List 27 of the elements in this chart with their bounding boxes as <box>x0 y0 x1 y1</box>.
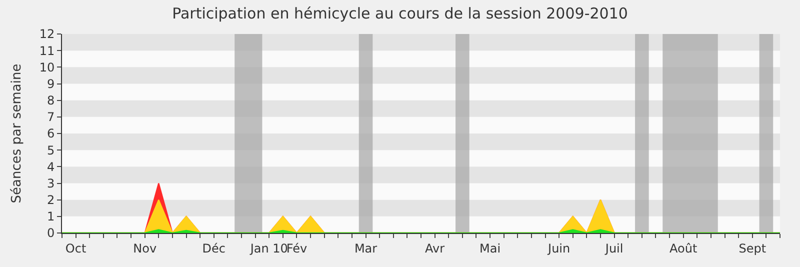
y-tick-label: 4 <box>46 160 55 174</box>
y-tick-label: 8 <box>46 94 55 108</box>
x-tick-label: Oct <box>65 241 86 256</box>
y-tick-label: 7 <box>46 110 55 124</box>
y-tick-label: 3 <box>46 176 55 190</box>
x-tick-label: Avr <box>425 241 445 256</box>
x-tick-label: Mai <box>480 241 501 256</box>
y-tick-label: 12 <box>39 27 55 42</box>
x-tick-label: Juin <box>547 241 570 256</box>
y-tick-label: 5 <box>46 143 55 158</box>
y-axis-title: Séances par semaine <box>9 64 24 204</box>
y-tick-label: 9 <box>46 76 55 91</box>
x-tick-label: Nov <box>133 241 157 256</box>
x-tick-label: Sept <box>738 241 766 256</box>
x-tick-label: Mar <box>354 241 378 256</box>
y-tick-label: 2 <box>46 193 55 208</box>
x-tick-label: Août <box>670 241 698 256</box>
y-tick-label: 6 <box>46 126 55 141</box>
x-tick-label: Juil <box>604 241 624 256</box>
y-tick-label: 11 <box>39 44 55 58</box>
y-tick-label: 0 <box>46 226 55 240</box>
x-tick-label: Fév <box>286 241 308 256</box>
x-tick-label: Jan 10 <box>249 241 288 256</box>
x-tick-label: Déc <box>202 241 226 256</box>
y-tick-label: 1 <box>46 210 55 224</box>
y-tick-label: 10 <box>39 60 55 74</box>
chart-title: Participation en hémicycle au cours de la session 2009-2010 <box>172 4 628 23</box>
